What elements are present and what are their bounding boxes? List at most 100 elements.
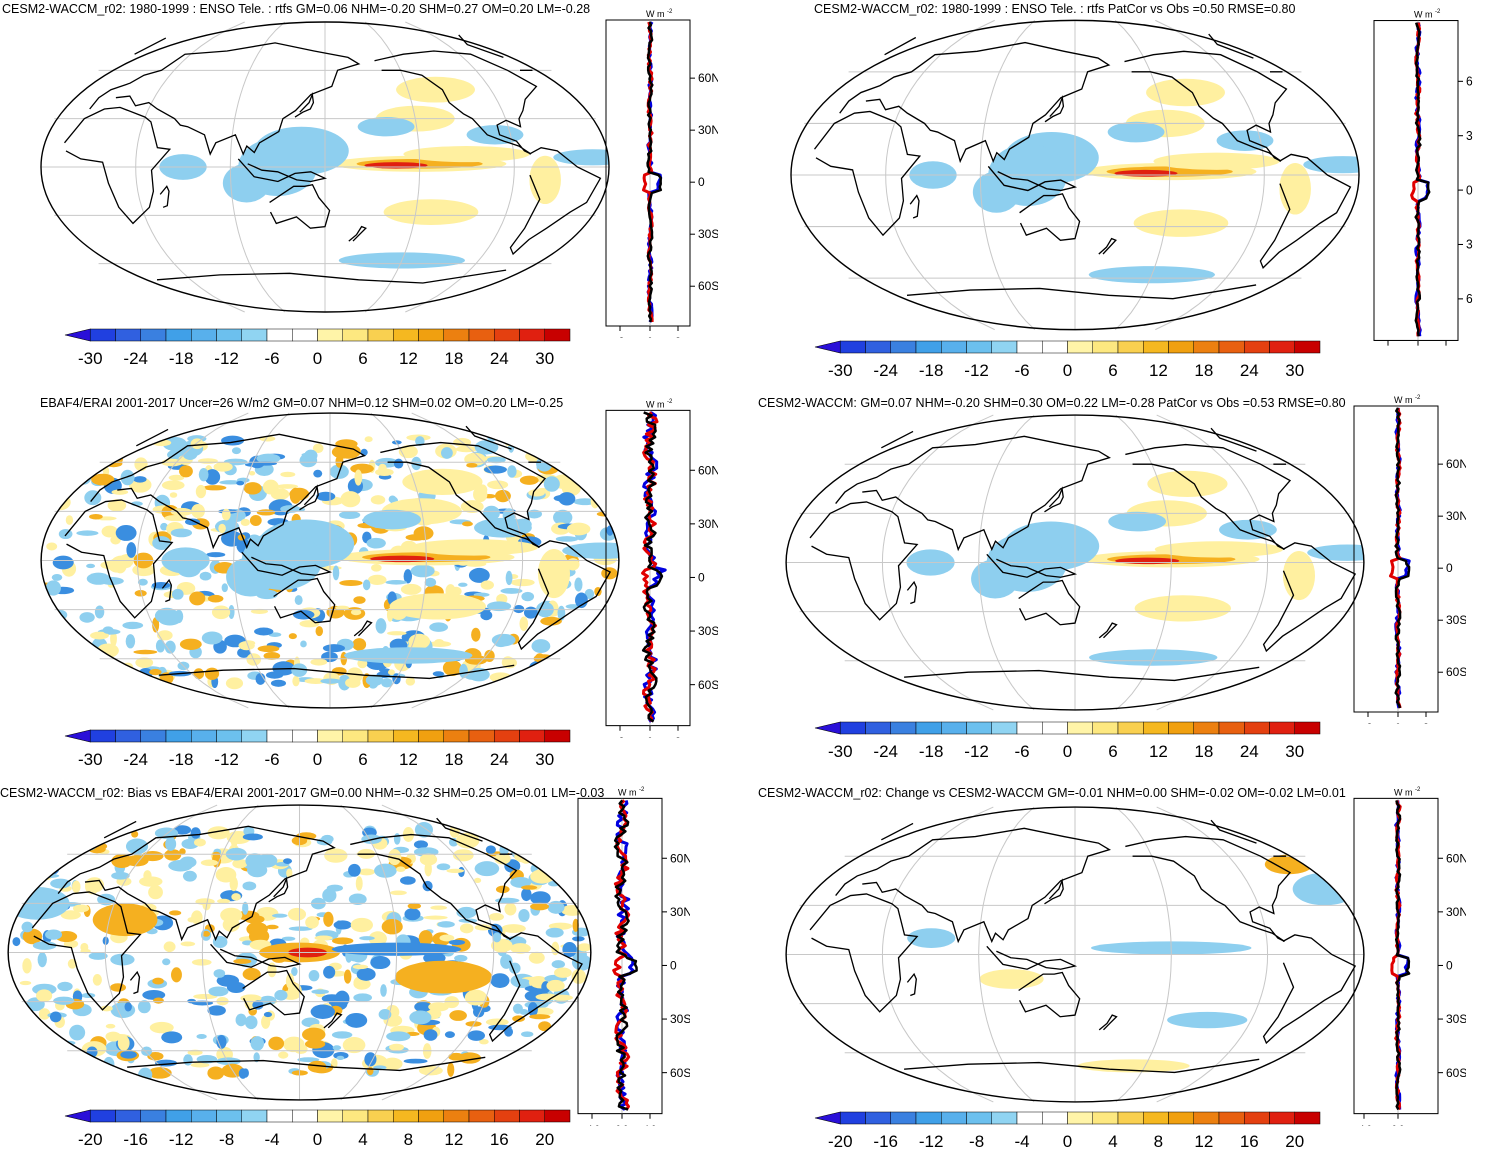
lat-tick-label: 60N [698, 71, 718, 85]
noise-patch [521, 1031, 534, 1038]
noise-patch [311, 989, 329, 995]
noise-patch [105, 1023, 116, 1029]
anomaly-patch [403, 146, 530, 163]
panel-title: CESM2-WACCM_r02: 1980-1999 : ENSO Tele. … [814, 2, 1296, 16]
noise-patch [111, 854, 133, 869]
noise-patch [131, 830, 139, 838]
noise-patch [276, 484, 299, 489]
noise-patch [179, 638, 202, 650]
colorbar-swatch [1244, 340, 1270, 354]
noise-patch [332, 565, 340, 581]
colorbar-label: -4 [264, 1130, 279, 1149]
anomaly-patch [92, 903, 158, 937]
colorbar-swatch [865, 340, 891, 354]
noise-patch [510, 578, 535, 587]
colorbar-arrow [64, 1109, 91, 1123]
noise-patch [19, 980, 32, 986]
noise-patch [58, 529, 73, 540]
noise-patch [343, 969, 352, 984]
noise-patch [207, 594, 224, 603]
noise-patch [80, 942, 89, 952]
noise-patch [414, 822, 433, 838]
noise-patch [248, 928, 270, 944]
colorbar-swatch [140, 328, 167, 342]
coastline [63, 106, 172, 225]
noise-patch [232, 858, 248, 869]
colorbar-swatch [266, 328, 293, 342]
zonal-mean-plot: W m-2 60N 30N 0 30S 60S -8 0 8 [605, 398, 718, 738]
colorbar-label: 30 [535, 349, 554, 368]
noise-patch [171, 588, 184, 600]
noise-patch [423, 915, 448, 920]
noise-patch [171, 967, 182, 983]
colorbar-swatch [1294, 721, 1321, 735]
noise-patch [454, 954, 468, 962]
coastline [136, 425, 542, 463]
colorbar-label: 4 [1108, 1132, 1117, 1151]
noise-patch [459, 923, 474, 934]
noise-patch [253, 1052, 260, 1063]
noise-patch [170, 507, 193, 516]
noise-patch [230, 833, 238, 849]
colorbar-label: -8 [969, 1132, 984, 1151]
coastline [1262, 542, 1357, 653]
noise-patch [467, 1030, 485, 1041]
colorbar-swatch [1269, 1111, 1295, 1125]
colorbar-swatch [1143, 1111, 1169, 1125]
meridian-line [233, 412, 290, 709]
noise-patch [484, 824, 502, 841]
coastline [809, 893, 919, 1013]
noise-patch [339, 579, 363, 586]
noise-patch [169, 492, 178, 498]
zonal-profile [1394, 407, 1411, 709]
zonal-frame [1353, 405, 1439, 713]
colorbar-swatch [1218, 1111, 1245, 1125]
noise-patch [291, 967, 298, 977]
meridian-line [1156, 414, 1269, 711]
noise-patch [190, 438, 204, 450]
noise-patch [256, 453, 281, 464]
noise-patch [115, 524, 137, 541]
noise-patch [468, 567, 490, 583]
noise-patch [324, 848, 348, 863]
noise-patch [336, 1055, 345, 1061]
noise-patch [244, 1015, 258, 1030]
colorbar-swatch [115, 1109, 141, 1123]
noise-patch [418, 930, 433, 946]
panel-title: CESM2-WACCM_r02: Bias vs EBAF4/ERAI 2001… [0, 786, 605, 800]
noise-patch [322, 888, 337, 903]
units-label: W m [1394, 395, 1413, 405]
noise-patch [485, 1018, 509, 1026]
map-border [785, 806, 1365, 1103]
lat-tick-label: 60N [670, 851, 690, 865]
colorbar-swatch [1244, 1111, 1270, 1125]
coastline [353, 620, 373, 637]
noise-patch [182, 449, 198, 460]
colorbar-swatch [342, 1109, 369, 1123]
noise-patch [466, 462, 478, 468]
colorbar-swatch [367, 328, 394, 342]
colorbar-label: 6 [1108, 742, 1117, 761]
coastline [909, 194, 920, 219]
colorbar-swatch [890, 340, 917, 354]
anomaly-patch [409, 539, 539, 556]
noise-patch [441, 447, 453, 459]
noise-patch [90, 631, 109, 640]
colorbar-label: -6 [1014, 742, 1029, 761]
colorbar-swatch [393, 1109, 419, 1123]
anomaly-field [8, 822, 591, 1082]
lat-tick-label: 3 [1466, 129, 1473, 143]
colorbar-swatch [991, 340, 1018, 354]
noise-patch [355, 876, 363, 891]
noise-patch [281, 936, 296, 941]
noise-patch [353, 993, 373, 1002]
noise-patch [142, 990, 166, 1000]
colorbar-swatch [317, 729, 343, 743]
colorbar-swatch [292, 729, 318, 743]
lat-tick-label: 30S [698, 624, 718, 638]
coastline [839, 41, 1111, 164]
noise-patch [362, 579, 371, 591]
units-label: W m [618, 787, 636, 797]
colorbar-swatch [1218, 721, 1245, 735]
colorbar-label: -12 [214, 349, 239, 368]
